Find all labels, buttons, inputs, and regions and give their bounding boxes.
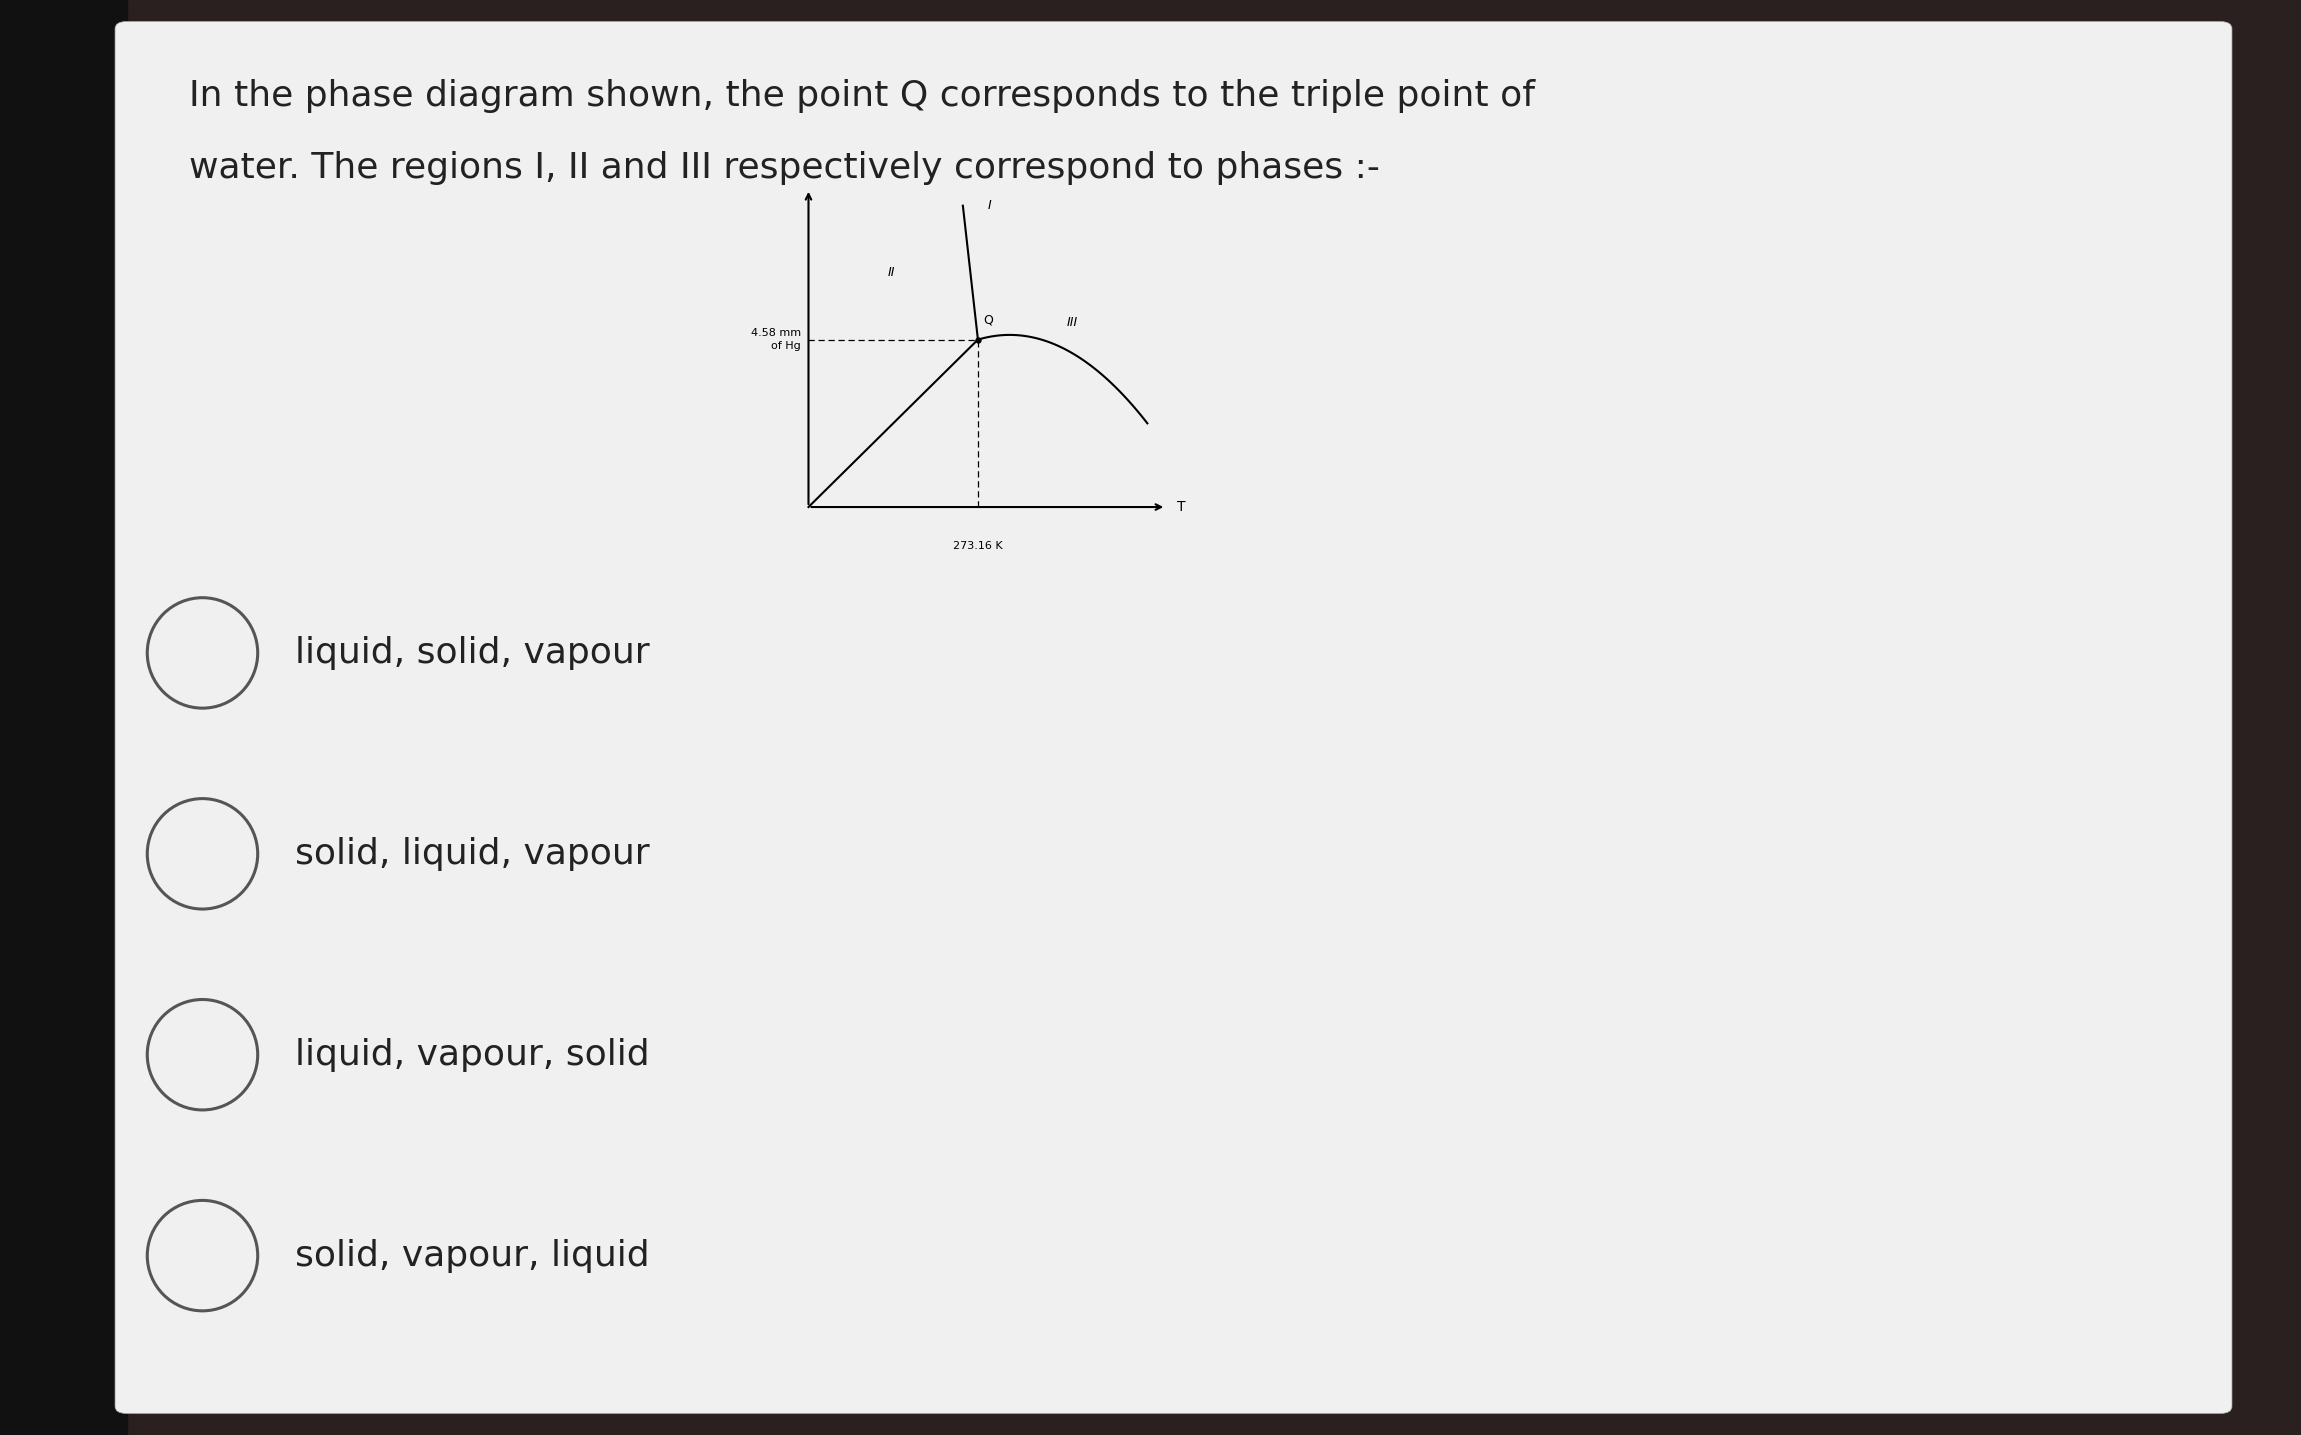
Text: solid, liquid, vapour: solid, liquid, vapour (295, 837, 649, 871)
Text: II: II (888, 265, 895, 280)
Text: T: T (1178, 499, 1185, 514)
Text: liquid, solid, vapour: liquid, solid, vapour (295, 636, 649, 670)
Text: water. The regions I, II and III respectively correspond to phases :-: water. The regions I, II and III respect… (189, 151, 1381, 185)
Text: 273.16 K: 273.16 K (953, 541, 1003, 551)
Bar (0, 0, 127, 1435)
FancyBboxPatch shape (115, 22, 2232, 1413)
Text: liquid, vapour, solid: liquid, vapour, solid (295, 1038, 649, 1072)
Text: solid, vapour, liquid: solid, vapour, liquid (295, 1238, 649, 1273)
Text: Q: Q (983, 313, 994, 326)
Text: 4.58 mm
of Hg: 4.58 mm of Hg (750, 329, 801, 350)
Text: III: III (1065, 316, 1077, 330)
Text: I: I (987, 199, 992, 212)
Text: In the phase diagram shown, the point Q corresponds to the triple point of: In the phase diagram shown, the point Q … (189, 79, 1535, 113)
